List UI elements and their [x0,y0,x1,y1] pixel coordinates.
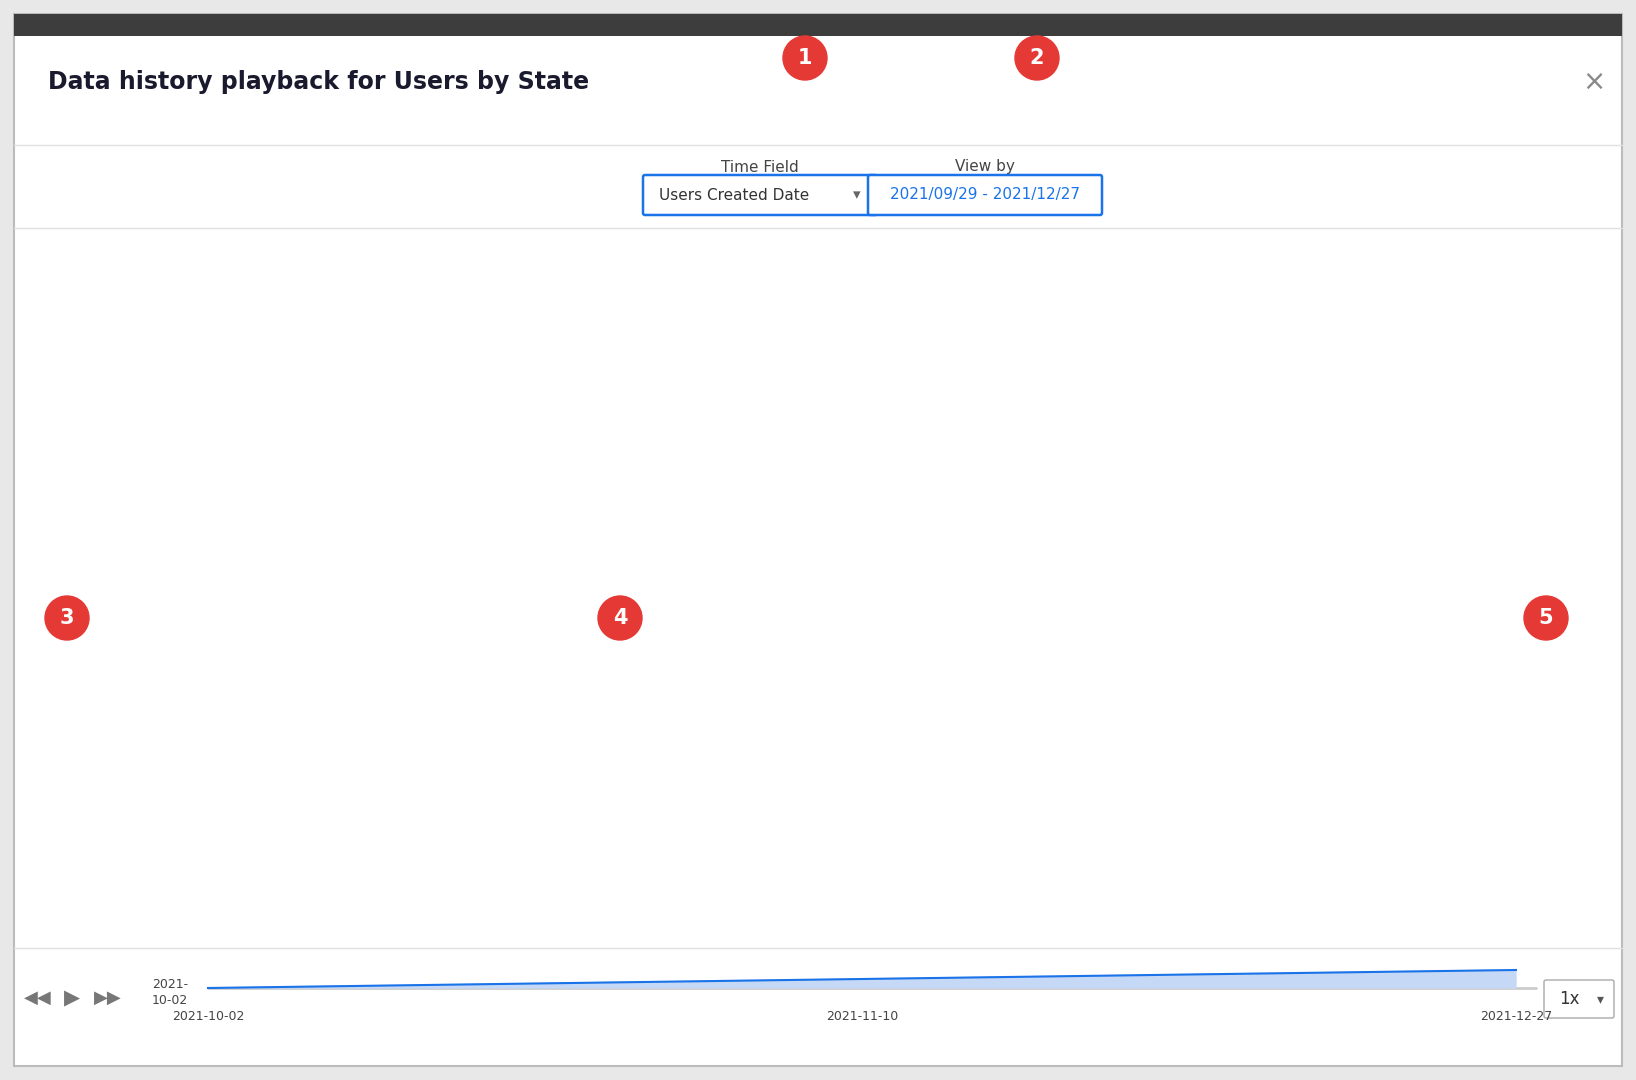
Text: ▶: ▶ [64,988,80,1008]
Text: 1x: 1x [1559,990,1579,1008]
Y-axis label: Users: Users [61,555,75,598]
FancyBboxPatch shape [1544,980,1615,1018]
Circle shape [1014,36,1058,80]
Text: 2021-
10-02: 2021- 10-02 [152,978,188,1008]
X-axis label: State: State [834,1021,874,1036]
FancyBboxPatch shape [869,175,1103,215]
Circle shape [599,596,641,640]
Text: ◀◀: ◀◀ [25,989,52,1007]
Text: Time Field: Time Field [721,160,798,175]
Circle shape [1525,596,1567,640]
Text: 2021-11-10: 2021-11-10 [826,1010,898,1023]
Text: Users Created Date: Users Created Date [659,188,810,203]
Text: 2021/09/29 - 2021/12/27: 2021/09/29 - 2021/12/27 [890,188,1080,203]
Text: ▾: ▾ [1597,993,1603,1005]
Text: 2: 2 [1029,48,1044,68]
Circle shape [784,36,828,80]
Text: Data history playback for Users by State: Data history playback for Users by State [47,70,589,94]
Text: 2021-10-02: 2021-10-02 [172,1010,244,1023]
Text: 3: 3 [61,608,74,627]
Circle shape [46,596,88,640]
Text: ×: × [1582,68,1605,96]
FancyBboxPatch shape [643,175,877,215]
Text: View by: View by [955,160,1014,175]
Text: 1: 1 [798,48,811,68]
Text: ▾: ▾ [854,188,861,203]
Bar [15,14,1621,36]
Polygon shape [208,970,1517,988]
Text: 2021-12-27: 2021-12-27 [1481,1010,1553,1023]
Bar [133,233,157,920]
Text: ▶▶: ▶▶ [95,989,121,1007]
Text: 5: 5 [1539,608,1553,627]
Text: 4: 4 [614,608,627,627]
